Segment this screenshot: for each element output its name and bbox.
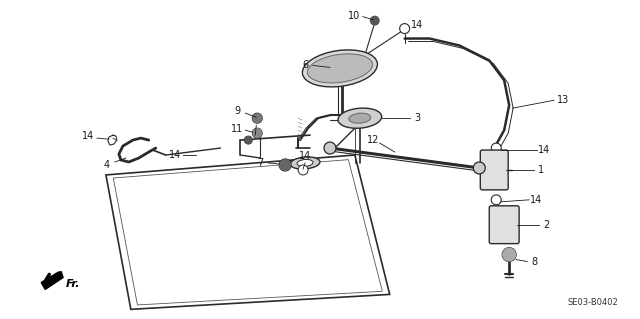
Text: 13: 13 <box>557 95 569 105</box>
Text: 8: 8 <box>531 256 537 267</box>
Text: 11: 11 <box>231 124 243 134</box>
Ellipse shape <box>290 157 320 169</box>
Text: 10: 10 <box>348 11 360 21</box>
Circle shape <box>474 162 485 174</box>
Text: 3: 3 <box>415 113 420 123</box>
Circle shape <box>492 143 501 153</box>
Text: 14: 14 <box>530 195 542 205</box>
Text: SE03-B0402: SE03-B0402 <box>568 298 619 307</box>
Circle shape <box>244 136 252 144</box>
Text: 4: 4 <box>104 160 110 170</box>
Circle shape <box>244 136 252 144</box>
Text: 12: 12 <box>367 135 379 145</box>
Circle shape <box>298 165 308 175</box>
Polygon shape <box>106 155 390 309</box>
Text: Fr.: Fr. <box>66 279 81 289</box>
FancyBboxPatch shape <box>480 150 508 190</box>
Text: 5: 5 <box>253 113 259 123</box>
Circle shape <box>399 24 410 33</box>
Circle shape <box>252 128 262 138</box>
Text: 7: 7 <box>257 158 264 168</box>
Text: 2: 2 <box>543 220 549 230</box>
Text: 14: 14 <box>82 131 94 141</box>
Circle shape <box>255 130 260 136</box>
Circle shape <box>324 142 336 154</box>
Text: 1: 1 <box>538 165 544 175</box>
Circle shape <box>502 248 516 262</box>
FancyBboxPatch shape <box>489 206 519 244</box>
Circle shape <box>370 16 380 26</box>
Ellipse shape <box>338 108 381 128</box>
Ellipse shape <box>349 113 371 123</box>
Circle shape <box>252 128 262 138</box>
Text: 9: 9 <box>234 106 241 116</box>
Ellipse shape <box>307 54 372 83</box>
Circle shape <box>492 195 501 205</box>
Text: 14: 14 <box>168 150 180 160</box>
Text: 14: 14 <box>412 19 424 30</box>
Text: 14: 14 <box>538 145 550 155</box>
Circle shape <box>279 159 291 171</box>
Ellipse shape <box>297 160 313 167</box>
Circle shape <box>252 113 262 123</box>
Text: 14: 14 <box>299 151 311 161</box>
Polygon shape <box>41 271 63 289</box>
Circle shape <box>252 113 262 123</box>
Circle shape <box>502 248 516 262</box>
Ellipse shape <box>302 50 378 87</box>
Text: 6: 6 <box>302 60 308 70</box>
Circle shape <box>279 159 291 171</box>
